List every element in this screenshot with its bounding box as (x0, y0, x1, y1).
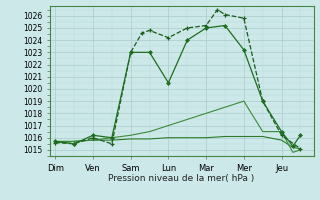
X-axis label: Pression niveau de la mer( hPa ): Pression niveau de la mer( hPa ) (108, 174, 255, 183)
